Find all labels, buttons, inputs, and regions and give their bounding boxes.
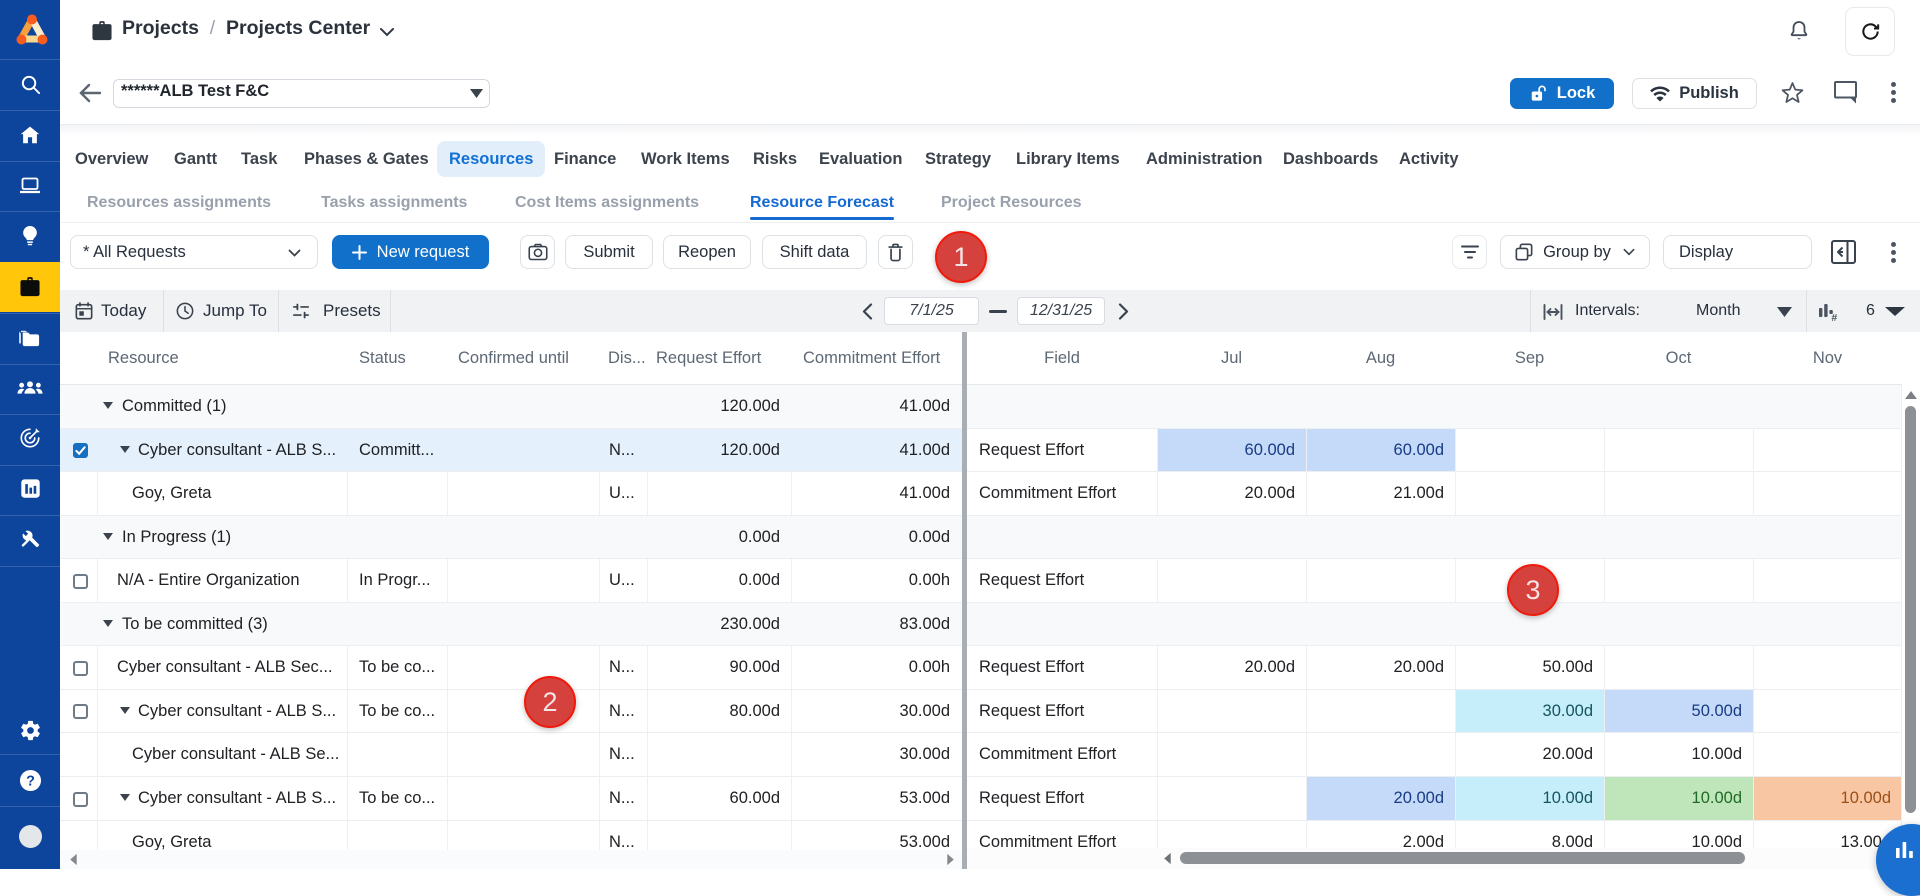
svg-text:?: ?: [26, 773, 35, 789]
svg-text:#: #: [1831, 312, 1837, 321]
